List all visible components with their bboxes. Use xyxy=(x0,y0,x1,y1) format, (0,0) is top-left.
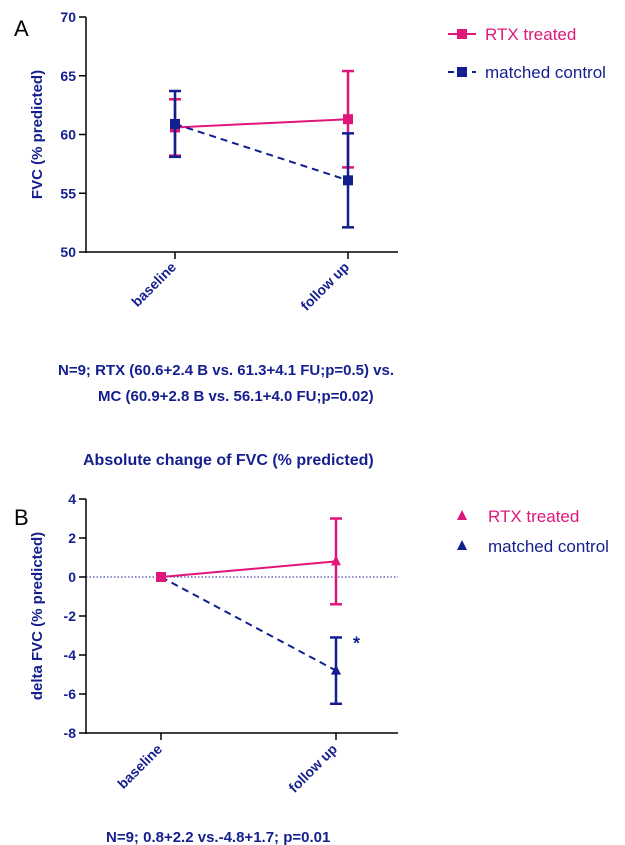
data-point xyxy=(331,555,341,566)
y-tick-label: 4 xyxy=(68,491,76,507)
y-tick-label: -6 xyxy=(64,686,77,702)
series-line-rtx-treated xyxy=(160,560,337,578)
y-tick-label: 60 xyxy=(60,127,76,143)
legend-label: matched control xyxy=(488,537,609,556)
panel-label: A xyxy=(14,16,29,41)
y-tick-label: 2 xyxy=(68,530,76,546)
legend-marker xyxy=(457,29,467,39)
x-tick-label: follow up xyxy=(297,259,352,314)
y-tick-label: 70 xyxy=(60,9,76,25)
data-point xyxy=(331,664,341,675)
panel-label: B xyxy=(14,505,29,530)
data-point xyxy=(343,175,353,186)
caption-line: N=9; 0.8+2.2 vs.-4.8+1.7; p=0.01 xyxy=(106,829,330,845)
data-point xyxy=(170,118,180,129)
legend-marker xyxy=(457,510,467,520)
caption-line: N=9; RTX (60.6+2.4 B vs. 61.3+4.1 FU;p=0… xyxy=(58,362,394,379)
significance-star: * xyxy=(353,633,360,653)
legend-marker xyxy=(457,67,467,77)
y-tick-label: -2 xyxy=(64,608,77,624)
y-tick-label: -8 xyxy=(64,725,77,741)
y-tick-label: 0 xyxy=(68,569,76,585)
y-axis-label: delta FVC (% predicted) xyxy=(29,532,46,700)
legend-label: matched control xyxy=(485,63,606,82)
caption-line: MC (60.9+2.8 B vs. 56.1+4.0 FU;p=0.02) xyxy=(98,388,374,405)
x-tick-label: baseline xyxy=(128,259,179,310)
x-tick-label: follow up xyxy=(285,741,340,796)
series-line-matched-control xyxy=(174,122,349,182)
y-tick-label: 50 xyxy=(60,244,76,260)
y-tick-label: -4 xyxy=(64,647,77,663)
y-tick-label: 65 xyxy=(60,68,76,84)
legend-label: RTX treated xyxy=(485,25,576,44)
y-tick-label: 55 xyxy=(60,185,76,201)
data-point-baseline xyxy=(156,572,166,582)
chart-title: Absolute change of FVC (% predicted) xyxy=(83,452,374,469)
legend-marker xyxy=(457,540,467,550)
y-axis-label: FVC (% predicted) xyxy=(29,70,46,199)
data-point xyxy=(343,114,353,125)
series-line-matched-control xyxy=(160,576,337,672)
legend-label: RTX treated xyxy=(488,507,579,526)
series-line-rtx-treated xyxy=(174,118,349,129)
x-tick-label: baseline xyxy=(114,741,165,792)
